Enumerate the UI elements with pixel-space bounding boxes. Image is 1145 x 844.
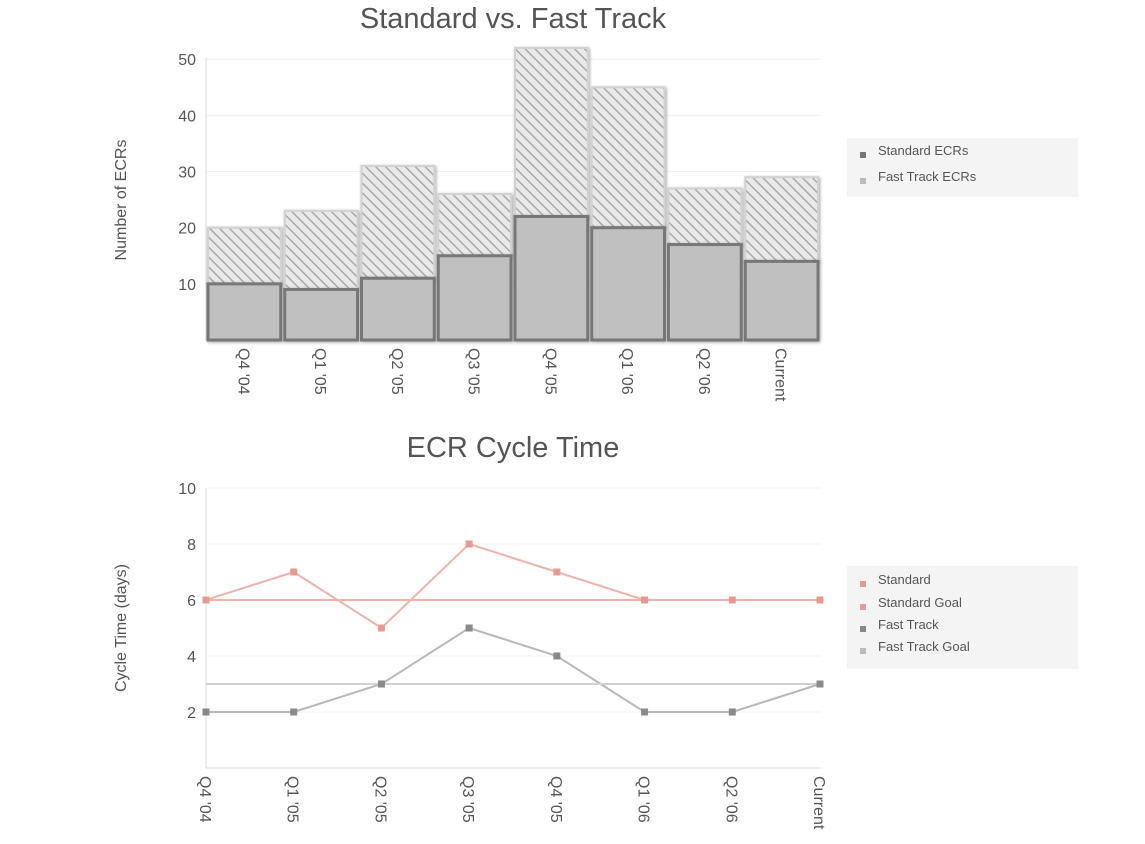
line-series-fast-track: [206, 626, 821, 713]
line-chart: ECR Cycle Time 2 4 6 8 10 Q4 '04 Q1 '05 Q2 '05…: [113, 432, 1078, 830]
line-series-standard-point: [377, 624, 385, 632]
line-series-fast-track-point: [816, 680, 824, 688]
bar-standard: [360, 276, 436, 342]
bar-standard: [743, 259, 820, 342]
bar-x-tick-label: Q2 '06: [695, 348, 712, 395]
bar-fast-track: [283, 209, 359, 291]
line-y-tick-label: 4: [187, 649, 196, 666]
bar-y-tick-label: 10: [178, 277, 196, 294]
line-x-tick-label: Q4 '04: [196, 776, 213, 823]
legend-swatch-standard-goal: [860, 604, 866, 610]
legend-label-standard: Standard: [878, 572, 931, 587]
line-series-fast-track-point: [641, 708, 649, 716]
bar-fast-track: [667, 187, 743, 246]
line-y-tick-label: 2: [187, 705, 196, 722]
line-chart-title: ECR Cycle Time: [407, 432, 620, 464]
bar-standard: [206, 282, 283, 342]
line-x-tick-label: Current: [810, 776, 827, 830]
bar-x-tick-label: Q2 '05: [388, 348, 405, 395]
line-x-tick-label: Q3 '05: [459, 776, 476, 823]
legend-label-standard-ecrs: Standard ECRs: [878, 143, 969, 158]
line-series-standard-point: [290, 568, 298, 576]
line-series-standard-point: [202, 596, 210, 604]
bar-x-tick-label: Current: [772, 348, 789, 402]
bar-y-ticks: 10 20 30 40 50: [178, 52, 196, 294]
line-y-tick-label: 8: [187, 537, 196, 554]
line-y-tick-label: 10: [178, 481, 196, 498]
legend-label-standard-goal: Standard Goal: [878, 595, 962, 610]
legend-label-fast-track-ecrs: Fast Track ECRs: [878, 169, 977, 184]
bar-x-tick-label: Q1 '06: [618, 348, 635, 395]
bar-fast-track: [437, 193, 512, 257]
line-series-standard-point: [465, 540, 473, 548]
line-series-fast-track-point: [553, 652, 561, 660]
legend-swatch-fast-track-goal: [860, 648, 866, 654]
line-series-fast-track-point: [465, 624, 473, 632]
line-x-tick-label: Q4 '05: [547, 776, 564, 823]
legend-swatch-fast-track: [860, 626, 866, 632]
line-x-tick-label: Q2 '05: [371, 776, 388, 823]
bar-fast-track: [207, 226, 282, 285]
line-series-standard-point: [816, 596, 824, 604]
line-legend-box: [847, 566, 1078, 669]
line-y-axis-label: Cycle Time (days): [113, 564, 130, 692]
line-series-standard-point: [728, 596, 736, 604]
bar-marks: [206, 47, 820, 342]
legend-swatch-standard: [860, 581, 866, 587]
legend-swatch-fast-track-ecrs: [860, 178, 866, 184]
bar-x-ticks: Q4 '04 Q1 '05 Q2 '05 Q3 '05 Q4 '05 Q1 '06 Q2 '…: [234, 348, 788, 402]
bar-fast-track: [360, 164, 436, 280]
line-series-standard: [205, 542, 820, 630]
bar-fast-track: [590, 86, 666, 229]
bar-x-tick-label: Q4 '04: [234, 348, 251, 395]
bar-chart: Standard vs. Fast Track 10 20 30 40 50 Q4 '0…: [113, 3, 1078, 402]
line-x-ticks: Q4 '04 Q1 '05 Q2 '05 Q3 '05 Q4 '05 Q1 '06 Q2 '…: [196, 776, 827, 830]
bar-standard: [436, 254, 513, 342]
bar-y-tick-label: 50: [178, 52, 196, 69]
bar-chart-title: Standard vs. Fast Track: [360, 3, 667, 35]
line-series-fast-track-point: [202, 708, 210, 716]
bar-y-tick-label: 40: [178, 108, 196, 125]
bar-legend-box: [847, 138, 1078, 197]
line-series-fast-track-point: [728, 708, 736, 716]
bar-standard: [667, 243, 743, 342]
line-y-tick-label: 6: [187, 593, 196, 610]
line-x-tick-label: Q2 '06: [722, 776, 739, 823]
bar-fast-track: [514, 47, 589, 218]
bar-x-tick-label: Q3 '05: [465, 348, 482, 395]
legend-swatch-standard-ecrs: [860, 152, 866, 158]
bar-y-tick-label: 30: [178, 165, 196, 182]
line-series-standard-point: [553, 568, 561, 576]
line-x-tick-label: Q1 '06: [635, 776, 652, 823]
bar-y-axis-label: Number of ECRs: [113, 140, 130, 261]
line-series-fast-track-point: [290, 708, 298, 716]
bar-y-tick-label: 20: [178, 221, 196, 238]
line-gridlines: [205, 487, 820, 769]
line-legend: Standard Standard Goal Fast Track Fast T…: [847, 566, 1078, 669]
line-marks: [202, 540, 824, 716]
bar-standard: [283, 287, 359, 342]
bar-fast-track: [744, 176, 819, 263]
bar-x-tick-label: Q4 '05: [541, 348, 558, 395]
line-series-standard-point: [641, 596, 649, 604]
bar-standard: [513, 214, 590, 342]
legend-label-fast-track: Fast Track: [878, 617, 939, 632]
line-x-tick-label: Q1 '05: [284, 776, 301, 823]
bar-standard: [590, 226, 666, 342]
line-y-ticks: 2 4 6 8 10: [178, 481, 196, 722]
bar-x-tick-label: Q1 '05: [311, 348, 328, 395]
line-series-fast-track-point: [377, 680, 385, 688]
legend-label-fast-track-goal: Fast Track Goal: [878, 639, 970, 654]
bar-legend: Standard ECRs Fast Track ECRs: [847, 138, 1078, 197]
